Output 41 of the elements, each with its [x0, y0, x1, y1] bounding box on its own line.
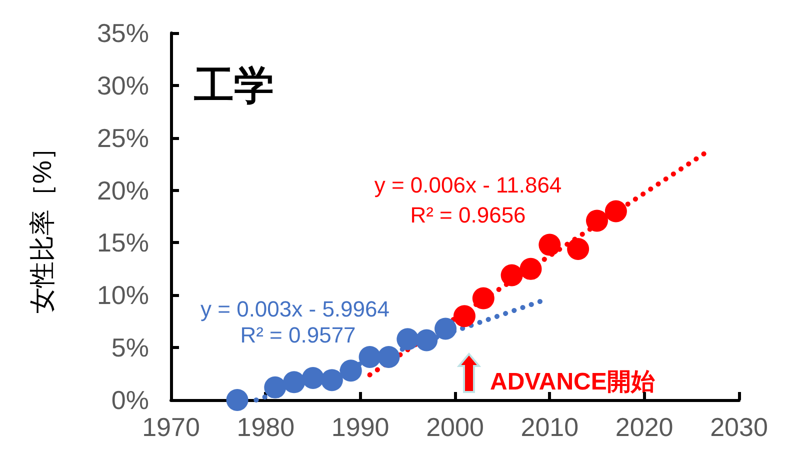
annotation: R² = 0.9577 — [240, 322, 356, 348]
y-axis-title: 女性比率［%］ — [27, 134, 57, 314]
x-tick-label: 2000 — [426, 412, 484, 442]
point — [472, 287, 494, 310]
y-tick-label: 15% — [96, 228, 149, 258]
point — [358, 346, 381, 368]
x-tick-label: 1990 — [331, 412, 390, 442]
point — [586, 210, 608, 232]
point — [538, 234, 561, 256]
point — [604, 200, 627, 222]
x-tick-label: 1970 — [142, 412, 200, 442]
y-tick-label: 5% — [111, 332, 149, 363]
annotation: ADVANCE開始 — [490, 368, 655, 396]
point — [520, 258, 542, 280]
point — [378, 346, 400, 368]
point — [500, 264, 523, 286]
y-tick-label: 30% — [96, 70, 149, 100]
point — [302, 366, 324, 389]
x-tick-label: 2020 — [615, 412, 674, 442]
y-tick-label: 10% — [96, 280, 149, 310]
x-tick-label: 1980 — [236, 412, 295, 442]
annotation: y = 0.006x - 11.864 — [374, 172, 562, 198]
x-tick-label: 2010 — [520, 412, 579, 442]
point — [283, 371, 306, 394]
point — [264, 376, 286, 398]
point — [416, 329, 438, 352]
point — [567, 238, 590, 260]
point — [226, 389, 248, 411]
point — [320, 369, 343, 392]
point — [396, 328, 419, 350]
annotation: y = 0.003x - 5.9964 — [200, 296, 390, 322]
point — [453, 305, 476, 328]
point — [434, 318, 457, 340]
y-tick-label: 35% — [96, 18, 149, 48]
y-tick-label: 25% — [96, 122, 149, 153]
y-tick-label: 20% — [96, 175, 149, 206]
x-tick-label: 2030 — [710, 412, 768, 442]
point — [340, 360, 362, 382]
y-tick-label: 0% — [111, 385, 149, 415]
annotation: R² = 0.9656 — [410, 202, 526, 228]
text: 工学 — [194, 64, 274, 108]
